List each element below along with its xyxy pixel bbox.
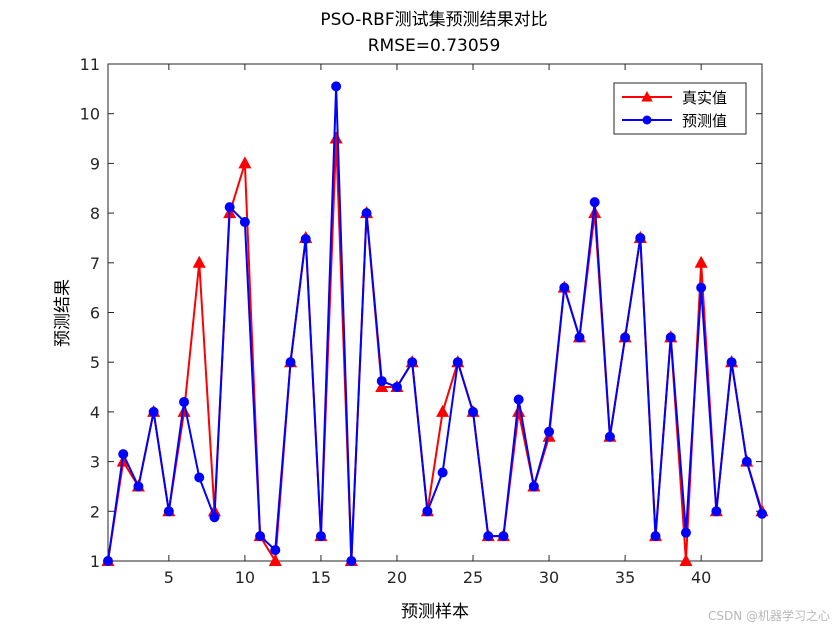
data-point xyxy=(148,406,159,417)
data-point xyxy=(103,556,113,566)
plot-area xyxy=(107,63,763,562)
data-point xyxy=(163,506,174,517)
x-axis-label: 预测样本 xyxy=(401,602,469,622)
data-point xyxy=(741,456,752,467)
data-point xyxy=(468,406,479,417)
data-point xyxy=(315,531,326,542)
data-point xyxy=(331,81,342,92)
data-point xyxy=(255,531,266,542)
data-point xyxy=(711,506,722,517)
data-point xyxy=(300,233,311,244)
data-point xyxy=(650,531,661,542)
y-axis-label: 预测结果 xyxy=(53,279,73,347)
data-point xyxy=(346,556,357,566)
legend-label: 预测值 xyxy=(682,112,727,130)
x-tick-label: 40 xyxy=(691,568,711,587)
y-tick-label: 2 xyxy=(90,502,100,521)
y-tick-label: 6 xyxy=(90,304,100,323)
y-tick-label: 7 xyxy=(90,254,100,273)
data-point xyxy=(483,531,494,542)
series-line xyxy=(107,86,763,562)
data-point xyxy=(376,376,387,387)
x-tick-label: 5 xyxy=(164,568,174,587)
data-point xyxy=(407,357,418,368)
data-point xyxy=(665,332,676,343)
series-predicted xyxy=(103,81,767,566)
data-point xyxy=(270,545,281,556)
data-point xyxy=(696,282,707,293)
axes: 5 10 15 20 25 30 35 40 1 2 3 4 5 6 7 8 9 10 11 xyxy=(80,55,762,587)
data-point xyxy=(268,553,282,566)
data-point xyxy=(437,467,448,478)
y-tick-label: 4 xyxy=(90,403,100,422)
data-point xyxy=(559,282,570,293)
data-point xyxy=(757,508,767,519)
series-layer xyxy=(101,81,769,566)
x-tick-label: 10 xyxy=(235,568,255,587)
data-point xyxy=(680,527,691,538)
y-tick-label: 10 xyxy=(80,105,100,124)
data-point xyxy=(574,332,585,343)
data-point xyxy=(513,394,524,405)
x-tick-label: 35 xyxy=(615,568,635,587)
data-point xyxy=(375,380,389,393)
data-point xyxy=(589,197,600,208)
data-point xyxy=(285,357,296,368)
x-tick-label: 25 xyxy=(463,568,483,587)
data-point xyxy=(635,232,646,243)
y-tick-label: 3 xyxy=(90,453,100,472)
data-point xyxy=(179,396,190,407)
data-point xyxy=(224,202,235,213)
chart-subtitle: RMSE=0.73059 xyxy=(368,36,501,56)
data-point xyxy=(133,481,144,492)
data-point xyxy=(209,512,220,523)
data-point xyxy=(726,357,737,368)
data-point xyxy=(528,481,539,492)
y-tick-label: 9 xyxy=(90,154,100,173)
y-tick-label: 1 xyxy=(90,552,100,571)
watermark-text: CSDN @机器学习之心 xyxy=(707,609,830,623)
data-point xyxy=(329,131,343,144)
data-point xyxy=(361,208,372,219)
y-tick-label: 8 xyxy=(90,204,100,223)
legend-label: 真实值 xyxy=(682,89,727,107)
data-point xyxy=(391,382,402,393)
y-tick-label: 11 xyxy=(80,55,100,74)
data-point xyxy=(194,472,205,483)
data-point xyxy=(422,506,433,517)
data-point xyxy=(604,431,615,442)
legend-box xyxy=(613,82,747,135)
y-tick-label: 5 xyxy=(90,353,100,372)
data-point xyxy=(679,553,693,566)
data-point xyxy=(239,217,250,228)
data-point xyxy=(620,332,631,343)
data-point xyxy=(694,255,708,268)
data-point xyxy=(238,156,252,169)
data-point xyxy=(544,426,555,437)
data-point xyxy=(452,357,463,368)
data-point xyxy=(192,255,206,268)
data-point xyxy=(498,531,509,542)
x-tick-label: 15 xyxy=(311,568,331,587)
legend-marker xyxy=(641,91,653,102)
chart-title: PSO-RBF测试集预测结果对比 xyxy=(320,10,547,30)
legend-marker xyxy=(642,115,652,125)
x-tick-label: 30 xyxy=(539,568,559,587)
data-point xyxy=(436,404,450,417)
data-point xyxy=(118,449,129,460)
x-tick-label: 20 xyxy=(387,568,407,587)
